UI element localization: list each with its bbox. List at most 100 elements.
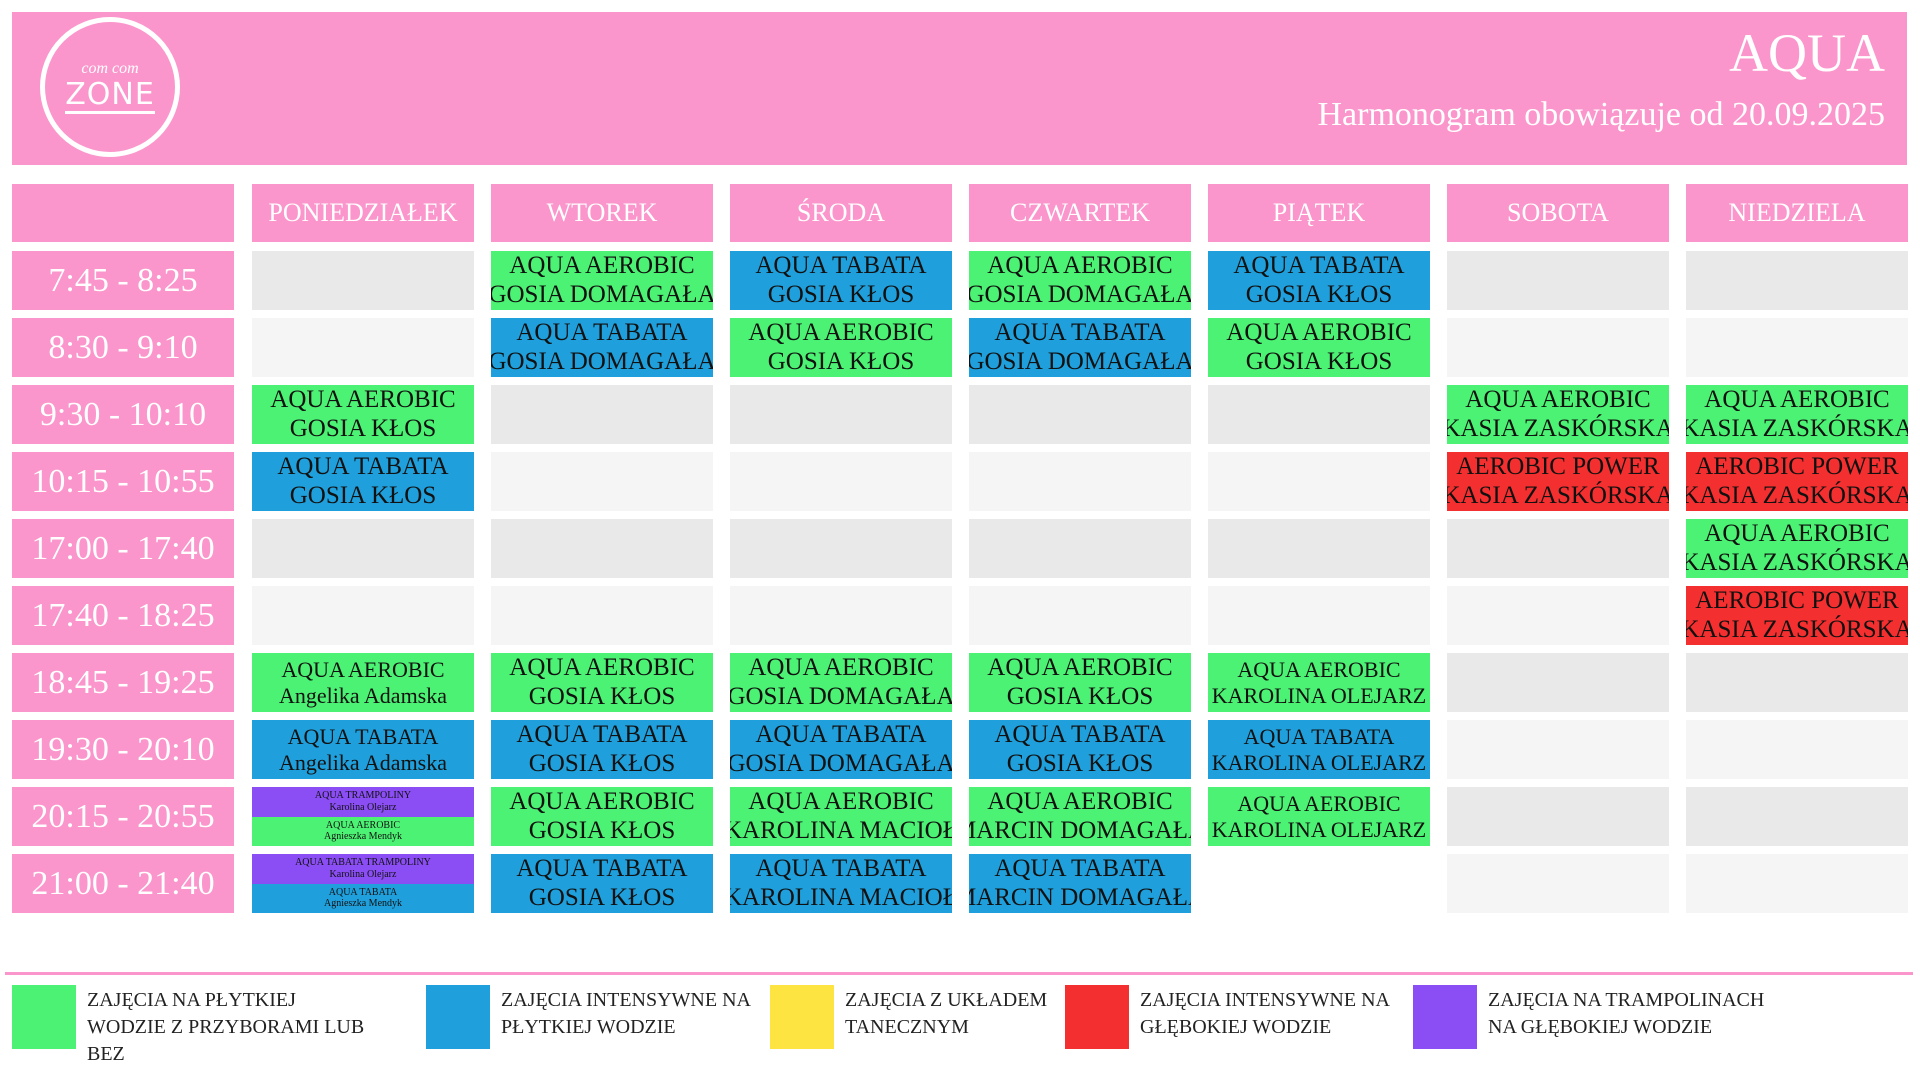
class-instructor: KASIA ZASKÓRSKA: [1686, 414, 1908, 442]
class-name: AQUA TABATA: [1243, 724, 1395, 750]
class-cell: AQUA AEROBIC KASIA ZASKÓRSKA: [1686, 385, 1908, 444]
class-cell: AQUA TABATA GOSIA KŁOS: [491, 854, 713, 913]
class-cell: AQUA AEROBIC KAROLINA MACIOŁ: [730, 787, 952, 846]
time-label: 18:45 - 19:25: [12, 653, 234, 712]
empty-cell: [1447, 720, 1669, 779]
class-name: AQUA AEROBIC: [1226, 318, 1412, 346]
class-cell: AQUA AEROBIC GOSIA DOMAGAŁA: [730, 653, 952, 712]
class-cell: AQUA TABATA KAROLINA MACIOŁ: [730, 854, 952, 913]
class-name: AQUA AEROBIC: [509, 251, 695, 279]
class-name: AQUA AEROBIC: [987, 251, 1173, 279]
class-instructor: GOSIA KŁOS: [289, 414, 437, 442]
empty-cell: [1208, 385, 1430, 444]
class-instructor: KASIA ZASKÓRSKA: [1686, 548, 1908, 576]
empty-cell: [969, 385, 1191, 444]
class-instructor: KASIA ZASKÓRSKA: [1686, 481, 1908, 509]
empty-cell: [252, 586, 474, 645]
empty-cell: [1686, 720, 1908, 779]
class-cell: AQUA TABATA Angelika Adamska: [252, 720, 474, 779]
class-cell: AQUA AEROBIC KAROLINA OLEJARZ: [1208, 787, 1430, 846]
class-cell: AQUA AEROBIC Angelika Adamska: [252, 653, 474, 712]
empty-cell: [1447, 854, 1669, 913]
class-cell: AQUA AEROBIC GOSIA KŁOS: [491, 787, 713, 846]
day-header: WTOREK: [491, 184, 713, 242]
class-name: AEROBIC POWER: [1456, 452, 1660, 480]
class-instructor: Karolina Olejarz: [329, 801, 397, 813]
class-instructor: Karolina Olejarz: [329, 868, 397, 880]
class-instructor: Angelika Adamska: [278, 682, 448, 708]
empty-cell: [1447, 318, 1669, 377]
class-instructor: Angelika Adamska: [278, 749, 448, 775]
class-cell: AEROBIC POWER KASIA ZASKÓRSKA: [1686, 586, 1908, 645]
class-cell: AQUA TABATA GOSIA KŁOS: [730, 251, 952, 310]
class-instructor: GOSIA KŁOS: [767, 347, 915, 375]
class-instructor: GOSIA DOMAGAŁA: [491, 347, 713, 375]
header: com com ZONE AQUA Harmonogram obowiązuje…: [12, 12, 1907, 165]
class-instructor: MARCIN DOMAGAŁA: [969, 883, 1191, 911]
class-cell: AQUA TABATA KAROLINA OLEJARZ: [1208, 720, 1430, 779]
legend-swatch: [426, 985, 490, 1049]
class-cell: AQUA TRAMPOLINY Karolina Olejarz: [252, 787, 474, 817]
class-name: AQUA AEROBIC: [281, 657, 445, 683]
time-label: 10:15 - 10:55: [12, 452, 234, 511]
class-instructor: GOSIA KŁOS: [528, 816, 676, 844]
corner-cell: [12, 184, 234, 242]
class-cell: AQUA AEROBIC KASIA ZASKÓRSKA: [1447, 385, 1669, 444]
title: AQUA: [1729, 23, 1885, 83]
empty-cell: [1447, 787, 1669, 846]
class-name: AQUA TABATA: [516, 318, 688, 346]
class-instructor: GOSIA KŁOS: [289, 481, 437, 509]
logo-top: com com: [81, 60, 139, 77]
class-instructor: GOSIA KŁOS: [528, 682, 676, 710]
empty-cell: [1447, 251, 1669, 310]
empty-cell: [969, 452, 1191, 511]
empty-cell: [491, 385, 713, 444]
empty-cell: [1447, 653, 1669, 712]
class-instructor: GOSIA DOMAGAŁA: [730, 682, 952, 710]
legend-swatch: [770, 985, 834, 1049]
class-cell: AQUA TABATA GOSIA KŁOS: [252, 452, 474, 511]
time-label: 20:15 - 20:55: [12, 787, 234, 846]
class-instructor: GOSIA KŁOS: [1245, 280, 1393, 308]
empty-cell: [730, 586, 952, 645]
class-name: AQUA AEROBIC: [987, 653, 1173, 681]
class-cell: AQUA AEROBIC GOSIA KŁOS: [491, 653, 713, 712]
class-name: AQUA TABATA: [755, 251, 927, 279]
logo: com com ZONE: [40, 17, 180, 157]
day-header: CZWARTEK: [969, 184, 1191, 242]
empty-cell: [252, 251, 474, 310]
class-name: AQUA TABATA TRAMPOLINY: [295, 857, 431, 869]
day-header: NIEDZIELA: [1686, 184, 1908, 242]
empty-cell: [252, 318, 474, 377]
class-cell: AQUA AEROBIC Agnieszka Mendyk: [252, 816, 474, 846]
class-cell: AQUA TABATA TRAMPOLINY Karolina Olejarz: [252, 854, 474, 884]
class-cell: AEROBIC POWER KASIA ZASKÓRSKA: [1447, 452, 1669, 511]
class-name: AQUA TABATA: [516, 720, 688, 748]
legend-swatch: [1413, 985, 1477, 1049]
class-name: AQUA TABATA: [328, 886, 398, 898]
class-cell: AQUA TABATA GOSIA DOMAGAŁA: [491, 318, 713, 377]
class-name: AQUA AEROBIC: [748, 787, 934, 815]
legend-label: ZAJĘCIA Z UKŁADEM TANECZNYM: [845, 989, 1048, 1038]
empty-cell: [1686, 854, 1908, 913]
empty-cell: [1686, 251, 1908, 310]
class-instructor: KASIA ZASKÓRSKA: [1686, 615, 1908, 643]
empty-cell: [730, 385, 952, 444]
class-cell: AQUA AEROBIC GOSIA DOMAGAŁA: [491, 251, 713, 310]
class-name: AQUA TABATA: [287, 724, 439, 750]
class-instructor: KAROLINA OLEJARZ: [1211, 682, 1427, 708]
empty-cell: [1208, 586, 1430, 645]
class-name: AQUA AEROBIC: [325, 819, 401, 831]
empty-cell: [252, 519, 474, 578]
empty-cell: [969, 586, 1191, 645]
class-name: AQUA AEROBIC: [1237, 657, 1401, 683]
class-name: AQUA AEROBIC: [270, 385, 456, 413]
class-name: AEROBIC POWER: [1695, 586, 1899, 614]
class-name: AQUA TABATA: [516, 854, 688, 882]
class-cell: AQUA AEROBIC GOSIA KŁOS: [1208, 318, 1430, 377]
class-name: AQUA AEROBIC: [748, 318, 934, 346]
class-instructor: KASIA ZASKÓRSKA: [1447, 481, 1669, 509]
class-instructor: GOSIA KŁOS: [1006, 682, 1154, 710]
legend-label: ZAJĘCIA INTENSYWNE NA GŁĘBOKIEJ WODZIE: [1140, 989, 1389, 1038]
class-name: AQUA AEROBIC: [1704, 519, 1890, 547]
